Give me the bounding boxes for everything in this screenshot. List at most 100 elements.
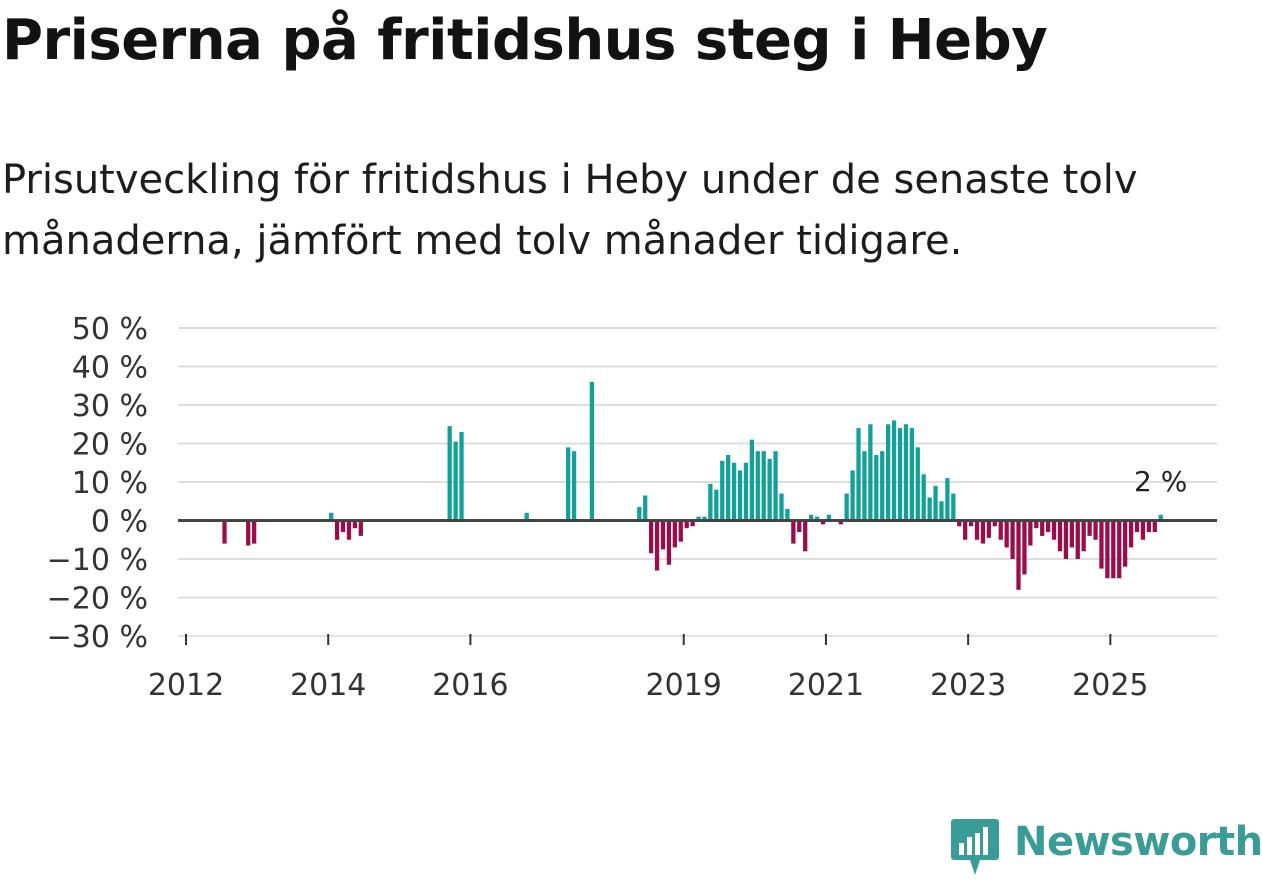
bar	[731, 462, 737, 521]
bar	[951, 493, 956, 521]
bar	[1040, 520, 1045, 536]
chart-subtitle: Prisutveckling för fritidshus i Heby und…	[2, 157, 1138, 264]
bar	[453, 441, 458, 521]
bar	[880, 451, 885, 521]
bar	[1028, 520, 1033, 546]
bar	[660, 520, 666, 550]
bar-chart: 50 % 40 %30 % 20 %10 % 0 %−10 % −20 %−30 % 2…	[47, 312, 1217, 703]
newsworthy-brand: Newsworthy	[950, 817, 1262, 881]
bar	[702, 516, 707, 521]
bar	[346, 520, 352, 540]
bar	[1075, 520, 1080, 559]
y-tick-label: 10 %	[72, 466, 148, 501]
bar	[743, 462, 749, 521]
bar	[1022, 520, 1027, 575]
x-tick-label: 2021	[788, 668, 864, 703]
bar	[726, 455, 731, 521]
bar	[1004, 520, 1009, 548]
y-tick-label: 0 %	[91, 505, 148, 540]
bar	[1152, 520, 1157, 533]
bar	[1128, 520, 1134, 548]
bar	[340, 520, 346, 533]
bar	[927, 497, 932, 521]
bar	[459, 431, 464, 521]
bar	[1117, 520, 1122, 579]
bar	[246, 520, 251, 546]
bar	[791, 520, 796, 544]
bar	[1057, 520, 1063, 552]
bar	[566, 447, 571, 521]
bar	[1069, 520, 1074, 548]
bar	[589, 381, 595, 521]
y-tick-label: −10 %	[47, 543, 148, 578]
bar	[915, 447, 920, 521]
bar	[992, 520, 997, 527]
bar	[1093, 520, 1098, 540]
bar	[352, 520, 358, 529]
bar	[222, 520, 227, 544]
bar	[684, 520, 689, 529]
bar	[329, 512, 334, 521]
x-tick-label: 2025	[1072, 668, 1148, 703]
x-tick-label: 2019	[646, 668, 722, 703]
bar	[767, 458, 772, 521]
bar	[252, 520, 257, 544]
newsworthy-logo-icon	[951, 819, 999, 875]
bar	[998, 520, 1003, 540]
bar	[755, 451, 760, 521]
bar	[1051, 520, 1057, 540]
bar	[1046, 520, 1051, 533]
gridlines	[178, 327, 1217, 637]
x-tick-label: 2023	[930, 668, 1006, 703]
bar	[903, 424, 909, 521]
bar	[773, 451, 778, 521]
bar	[779, 493, 784, 521]
bar	[974, 520, 980, 540]
x-tick-label: 2012	[148, 668, 224, 703]
bar	[654, 520, 660, 571]
x-tick-label: 2014	[290, 668, 366, 703]
bar	[868, 424, 873, 521]
bar	[672, 520, 677, 548]
bar	[785, 508, 790, 521]
bar	[986, 520, 992, 538]
y-tick-label: 30 %	[72, 389, 148, 424]
bar	[980, 520, 986, 544]
bar	[678, 520, 683, 542]
bar	[968, 520, 974, 527]
bar	[1134, 520, 1140, 533]
bar	[1158, 514, 1163, 521]
y-tick-label: −20 %	[47, 582, 148, 617]
bar	[933, 485, 938, 521]
bar	[571, 451, 577, 521]
chart-title: Priserna på fritidshus steg i Heby	[2, 8, 1048, 73]
bar	[886, 424, 891, 521]
bar	[814, 516, 820, 521]
bar	[1010, 520, 1015, 559]
bar	[1111, 520, 1116, 579]
bar	[1063, 520, 1069, 559]
bar	[856, 428, 861, 521]
bar	[643, 495, 648, 521]
bars	[222, 381, 1163, 590]
y-tick-label: 50 %	[72, 312, 148, 347]
bar	[803, 520, 808, 552]
bar	[696, 516, 701, 521]
bar	[1140, 520, 1146, 540]
bar	[844, 493, 849, 521]
bar	[850, 470, 855, 521]
bar	[524, 512, 529, 521]
bar	[891, 420, 897, 521]
bar	[921, 474, 926, 521]
bar	[897, 428, 903, 521]
y-tick-label: −30 %	[47, 620, 148, 655]
bar	[1123, 520, 1128, 567]
x-axis: 2012 2014 2016 2019 2021 2023 2025	[148, 634, 1217, 703]
bar	[720, 460, 725, 521]
bar	[909, 428, 914, 521]
bar	[1146, 520, 1151, 533]
y-tick-label: 20 %	[72, 428, 148, 463]
bar	[447, 426, 452, 521]
bar	[1105, 520, 1110, 579]
bar	[649, 520, 654, 554]
